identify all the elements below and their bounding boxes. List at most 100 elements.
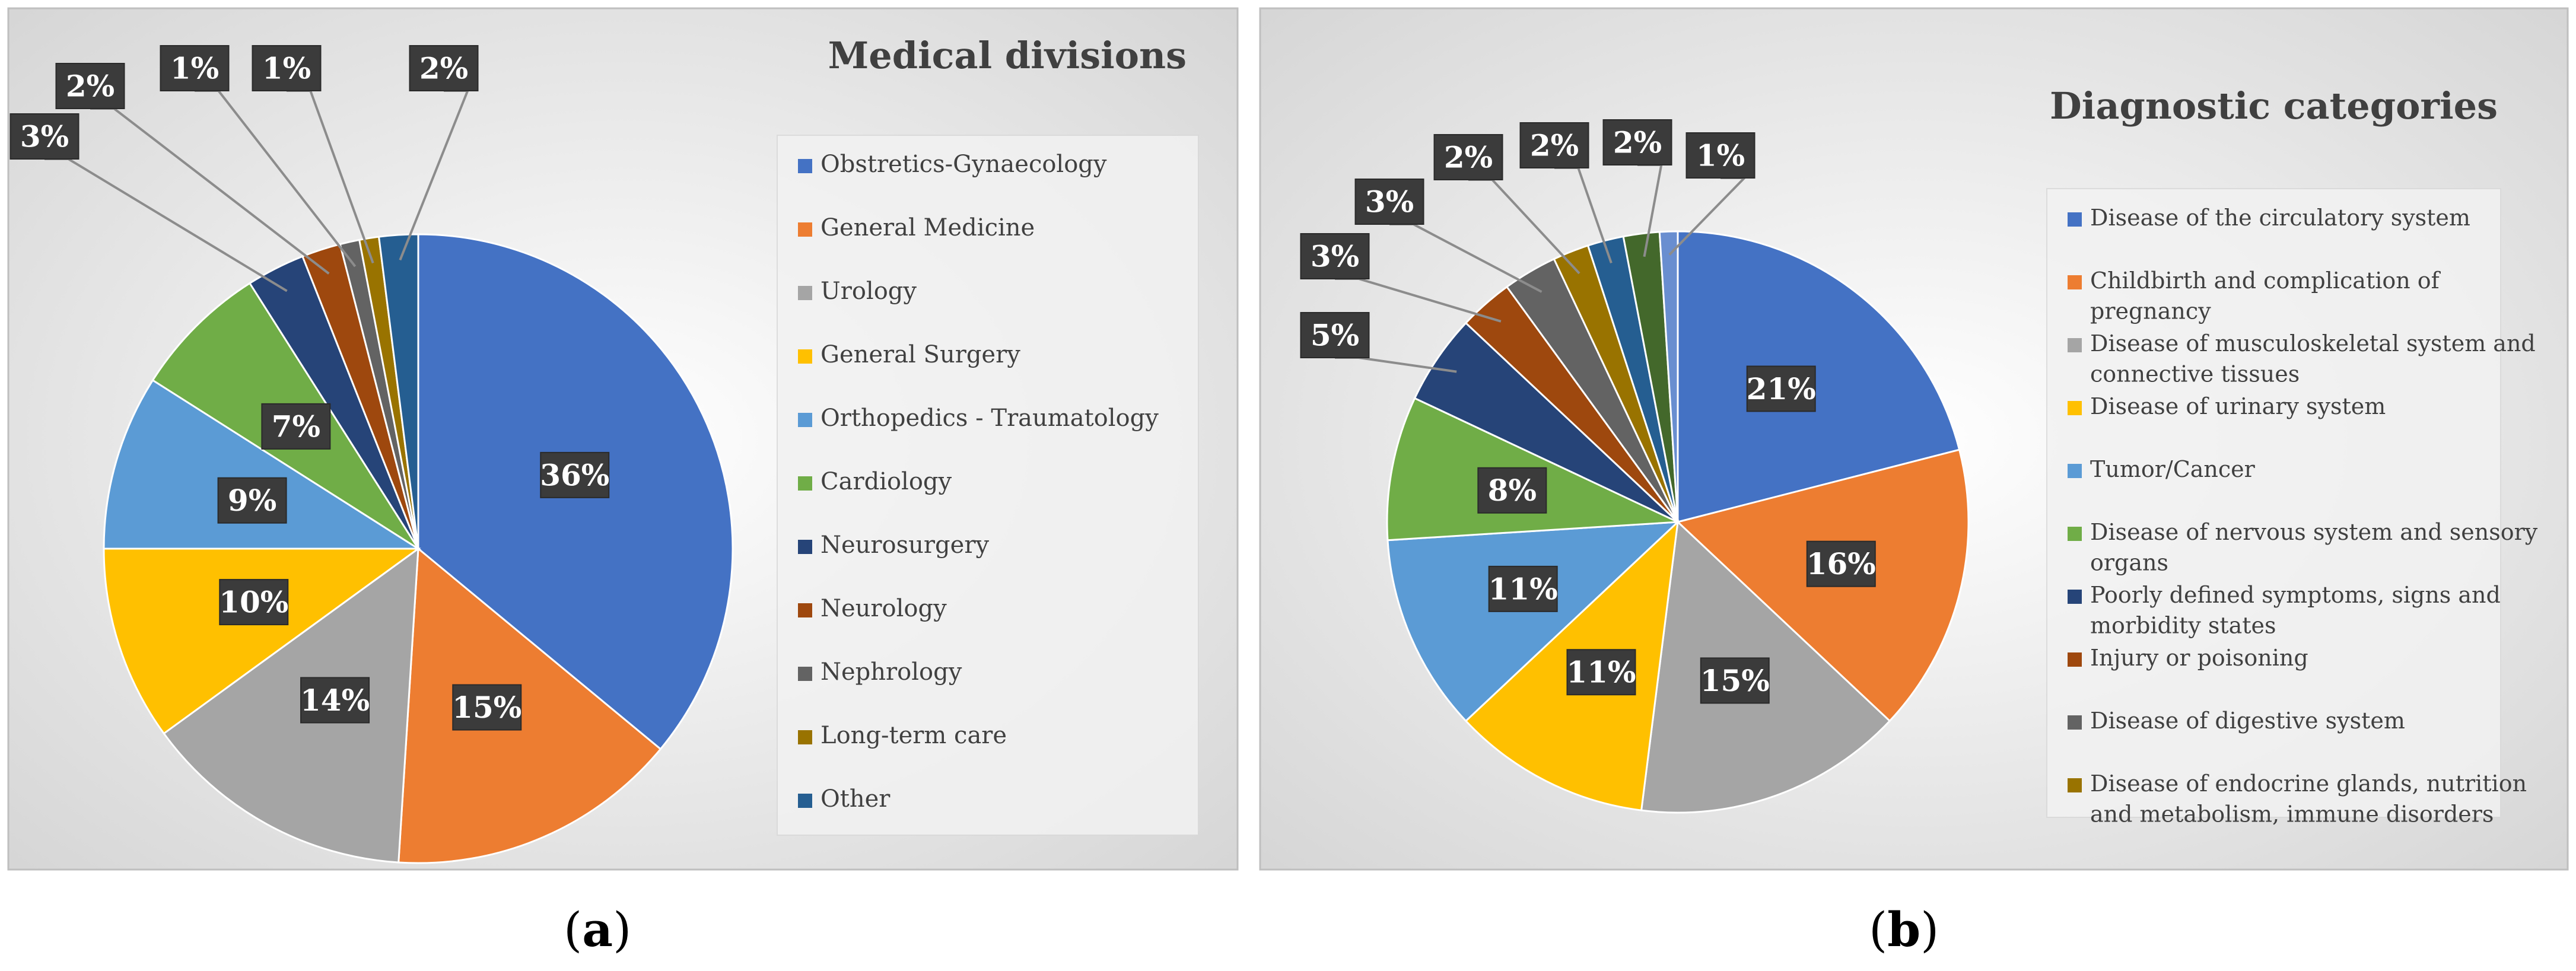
- data-label-poorly-defined-symptoms-signs-and-morbidity-states: 5%: [1300, 312, 1370, 358]
- svg-text:7%: 7%: [272, 409, 320, 444]
- chart-title: Medical divisions: [828, 34, 1187, 77]
- data-labels: 21% 16% 15% 11% 11% 8% 5% 3%3% 2% 2% 2% 1%: [1300, 119, 1876, 704]
- caption-b: (b): [1869, 902, 1939, 957]
- data-label-disease-of-digestive-system: 3%: [1354, 179, 1424, 225]
- legend-label: Injury or poisoning: [2090, 645, 2308, 671]
- pie-slice-orthopedics-traumatology: [103, 378, 422, 550]
- legend-label: Neurology: [820, 595, 947, 622]
- pie-slice-urology: [163, 546, 419, 864]
- pie-slice-general-medicine: [397, 546, 662, 864]
- svg-text:21%: 21%: [1747, 371, 1816, 406]
- legend-label: Urology: [820, 278, 917, 305]
- legend: Obstretics-Gynaecology General Medicine Ur…: [777, 135, 1199, 836]
- legend-swatch: [2068, 590, 2082, 604]
- data-label-tumor-cancer: 11%: [1489, 565, 1558, 612]
- legend-item-disease-of-digestive-system: Disease of digestive system: [2068, 708, 2405, 734]
- svg-text:2%: 2%: [1613, 125, 1662, 160]
- legend-swatch: [798, 667, 812, 681]
- legend-label: Disease of urinary system: [2090, 393, 2386, 419]
- svg-text:3%: 3%: [20, 119, 69, 154]
- legend-item-nephrology: Nephrology: [798, 658, 962, 686]
- data-label-disease-of-the-circulatory-system: 21%: [1747, 365, 1816, 412]
- legend-swatch: [798, 476, 812, 491]
- data-label-nephrology: 1%: [160, 45, 230, 91]
- svg-text:1%: 1%: [262, 51, 311, 86]
- svg-text:2%: 2%: [1444, 140, 1493, 175]
- svg-text:2%: 2%: [1530, 128, 1579, 163]
- pie: [103, 233, 734, 864]
- pie-slice-other: [377, 233, 419, 549]
- pie-slice-other-3: [1658, 230, 1679, 523]
- svg-text:3%: 3%: [1311, 239, 1359, 274]
- data-label-disease-of-urinary-system: 11%: [1566, 649, 1636, 696]
- legend-item-tumor-cancer: Tumor/Cancer: [2068, 456, 2256, 482]
- data-label-neurology: 2%: [55, 63, 125, 109]
- legend-item-other: Other: [798, 785, 891, 813]
- legend-item-long-term-care: Long-term care: [798, 722, 1007, 749]
- svg-text:15%: 15%: [452, 690, 521, 725]
- legend-label: and metabolism, immune disorders: [2090, 801, 2494, 827]
- data-label-other-3: 1%: [1685, 132, 1756, 179]
- legend-label: Cardiology: [820, 468, 952, 495]
- legend-item-disease-of-nervous-system-and-sensory-organs: Disease of nervous system and sensory org…: [2068, 519, 2538, 575]
- legend-swatch: [2068, 652, 2082, 667]
- data-label-disease-of-nervous-system-and-sensory-organs: 8%: [1477, 467, 1547, 514]
- pie-slice-disease-of-the-circulatory-system: [1677, 230, 1961, 523]
- pie-slice-tumor-cancer: [1386, 521, 1681, 722]
- legend-swatch: [2068, 401, 2082, 415]
- data-label-other-1: 2%: [1519, 122, 1589, 168]
- svg-text:2%: 2%: [66, 69, 115, 104]
- data-label-cardiology: 7%: [261, 403, 331, 450]
- data-label-long-term-care: 1%: [252, 45, 322, 91]
- svg-text:15%: 15%: [1700, 663, 1770, 698]
- legend-item-childbirth-and-complication-of-pregnancy: Childbirth and complication of pregnancy: [2068, 268, 2441, 324]
- data-label-disease-of-endocrine-glands-nutrition-and-metabolism-immune-disorders: 2%: [1433, 134, 1503, 180]
- legend-item-disease-of-musculoskeletal-system-and-connective-tissues: Disease of musculoskeletal system and con…: [2068, 330, 2536, 387]
- legend-swatch: [798, 286, 812, 300]
- data-labels: 36% 15% 14% 10% 9% 7% 3% 2% 1% 1% 2%: [9, 45, 609, 731]
- legend-label: Orthopedics - Traumatology: [820, 405, 1159, 432]
- legend-item-disease-of-endocrine-glands-nutrition-and-metabolism-immune-disorders: Disease of endocrine glands, nutrition an…: [2068, 771, 2527, 827]
- legend-label: Other: [820, 785, 891, 813]
- legend-item-obstretics-gynaecology: Obstretics-Gynaecology: [798, 151, 1107, 178]
- svg-text:2%: 2%: [419, 51, 468, 86]
- legend-label: Disease of nervous system and sensory: [2090, 519, 2538, 545]
- legend-swatch: [2068, 275, 2082, 289]
- legend-item-general-medicine: General Medicine: [798, 214, 1035, 241]
- data-label-general-surgery: 10%: [219, 579, 288, 626]
- svg-text:11%: 11%: [1566, 655, 1636, 690]
- legend-item-injury-or-poisoning: Injury or poisoning: [2068, 645, 2308, 671]
- data-label-childbirth-and-complication-of-pregnancy: 16%: [1807, 540, 1876, 587]
- svg-text:16%: 16%: [1807, 546, 1876, 581]
- legend-item-disease-of-the-circulatory-system: Disease of the circulatory system: [2068, 205, 2470, 231]
- legend-label: General Surgery: [820, 341, 1020, 368]
- svg-text:36%: 36%: [540, 457, 609, 492]
- legend-label: morbidity states: [2090, 612, 2276, 638]
- pie: [1386, 230, 1970, 814]
- legend-swatch: [2068, 715, 2082, 730]
- legend-label: Neurosurgery: [820, 531, 989, 559]
- data-label-urology: 14%: [300, 677, 370, 724]
- legend-item-general-surgery: General Surgery: [798, 341, 1020, 368]
- legend-swatch: [798, 603, 812, 617]
- legend-swatch: [798, 540, 812, 554]
- svg-text:1%: 1%: [1696, 138, 1745, 173]
- legend-swatch: [2068, 527, 2082, 541]
- legend-item-cardiology: Cardiology: [798, 468, 952, 495]
- svg-text:3%: 3%: [1365, 184, 1414, 219]
- svg-text:5%: 5%: [1311, 318, 1359, 353]
- chart-panel-a: Medical divisions 36% 15% 14% 10% 9% 7% 3% 2% 1% 1…: [0, 0, 1246, 878]
- legend-item-neurology: Neurology: [798, 595, 947, 622]
- data-label-general-medicine: 15%: [452, 684, 521, 731]
- svg-text:9%: 9%: [228, 483, 276, 518]
- legend-swatch: [798, 730, 812, 744]
- svg-text:14%: 14%: [300, 683, 370, 718]
- caption-a: (a): [564, 902, 632, 957]
- legend-item-neurosurgery: Neurosurgery: [798, 531, 989, 559]
- legend-label: organs: [2090, 549, 2168, 575]
- pie-slice-general-surgery: [103, 547, 421, 735]
- pie-slice-poorly-defined-symptoms-signs-and-morbidity-states: [1413, 321, 1679, 523]
- legend-swatch: [2068, 212, 2082, 227]
- legend-label: connective tissues: [2090, 361, 2300, 387]
- legend-swatch: [798, 222, 812, 237]
